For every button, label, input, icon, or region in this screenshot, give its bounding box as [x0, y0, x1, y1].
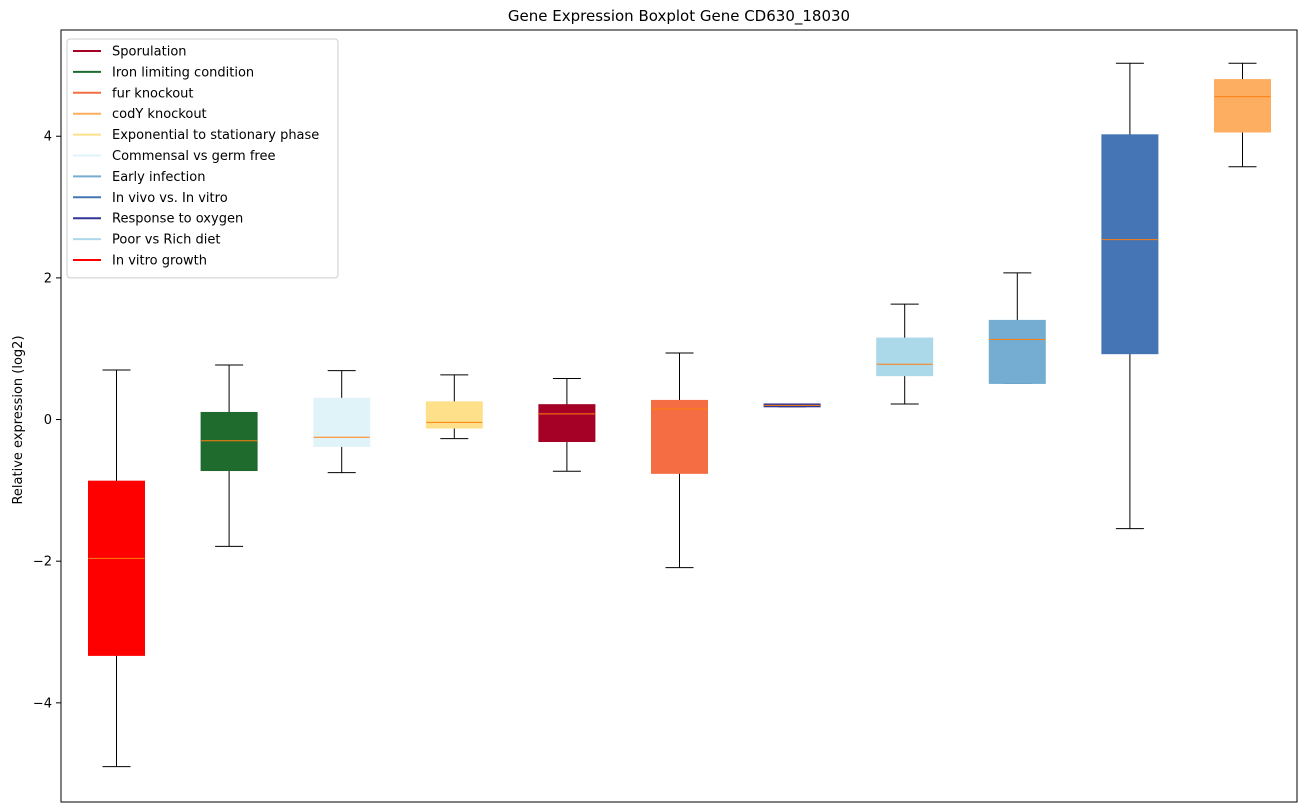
legend-item: Iron limiting condition [73, 65, 254, 80]
legend-label: In vitro growth [112, 254, 207, 269]
box-5 [538, 377, 596, 472]
legend-label: Commensal vs germ free [112, 149, 275, 164]
legend-item: Poor vs Rich diet [73, 233, 220, 248]
box-iqr [88, 480, 145, 656]
y-tick-label: −2 [33, 555, 52, 570]
legend-label: Poor vs Rich diet [112, 233, 220, 248]
box-11 [1214, 62, 1271, 168]
box-iqr [313, 397, 371, 447]
legend-label: Sporulation [112, 45, 187, 60]
chart-title: Gene Expression Boxplot Gene CD630_18030 [508, 7, 850, 26]
legend-item: Exponential to stationary phase [73, 128, 319, 143]
legend-label: Exponential to stationary phase [112, 128, 319, 143]
box-iqr [200, 411, 258, 472]
box-iqr [1214, 79, 1271, 133]
box-iqr [1101, 134, 1159, 355]
legend-label: In vivo vs. In vitro [112, 191, 228, 206]
box-iqr [988, 319, 1046, 384]
y-axis: −4 −2 0 2 4 [33, 130, 61, 711]
box-6 [651, 352, 708, 569]
box-10 [1101, 62, 1159, 530]
box-iqr [425, 401, 483, 429]
legend-item: Sporulation [73, 45, 187, 60]
box-1 [88, 369, 145, 768]
legend: Sporulation Iron limiting condition fur kn… [66, 38, 339, 279]
box-iqr [651, 399, 708, 474]
box-3 [313, 370, 371, 474]
legend-label: Response to oxygen [112, 212, 243, 227]
legend-label: codY knockout [112, 107, 207, 122]
legend-label: fur knockout [112, 86, 194, 101]
box-iqr [876, 337, 934, 377]
legend-item: Commensal vs germ free [73, 149, 275, 164]
y-tick-label: 0 [44, 413, 52, 428]
y-tick-label: −4 [33, 696, 52, 711]
legend-item: Early infection [73, 170, 205, 185]
legend-item: In vitro growth [73, 254, 207, 269]
box-8 [876, 303, 934, 405]
legend-item: Response to oxygen [73, 212, 243, 227]
box-9 [988, 272, 1046, 384]
box-2 [200, 364, 258, 547]
legend-frame [66, 38, 339, 279]
y-axis-label: Relative expression (log2) [11, 335, 26, 504]
legend-label: Iron limiting condition [112, 65, 254, 80]
box-iqr [538, 404, 596, 442]
box-7 [763, 403, 821, 408]
plot-area-frame [60, 29, 1298, 803]
y-tick-label: 2 [44, 271, 52, 286]
y-tick-label: 4 [44, 130, 52, 145]
legend-item: fur knockout [73, 86, 194, 101]
legend-item: In vivo vs. In vitro [73, 191, 228, 206]
box-series [88, 62, 1271, 768]
legend-label: Early infection [112, 170, 205, 185]
legend-item: codY knockout [73, 107, 207, 122]
box-4 [425, 374, 483, 440]
